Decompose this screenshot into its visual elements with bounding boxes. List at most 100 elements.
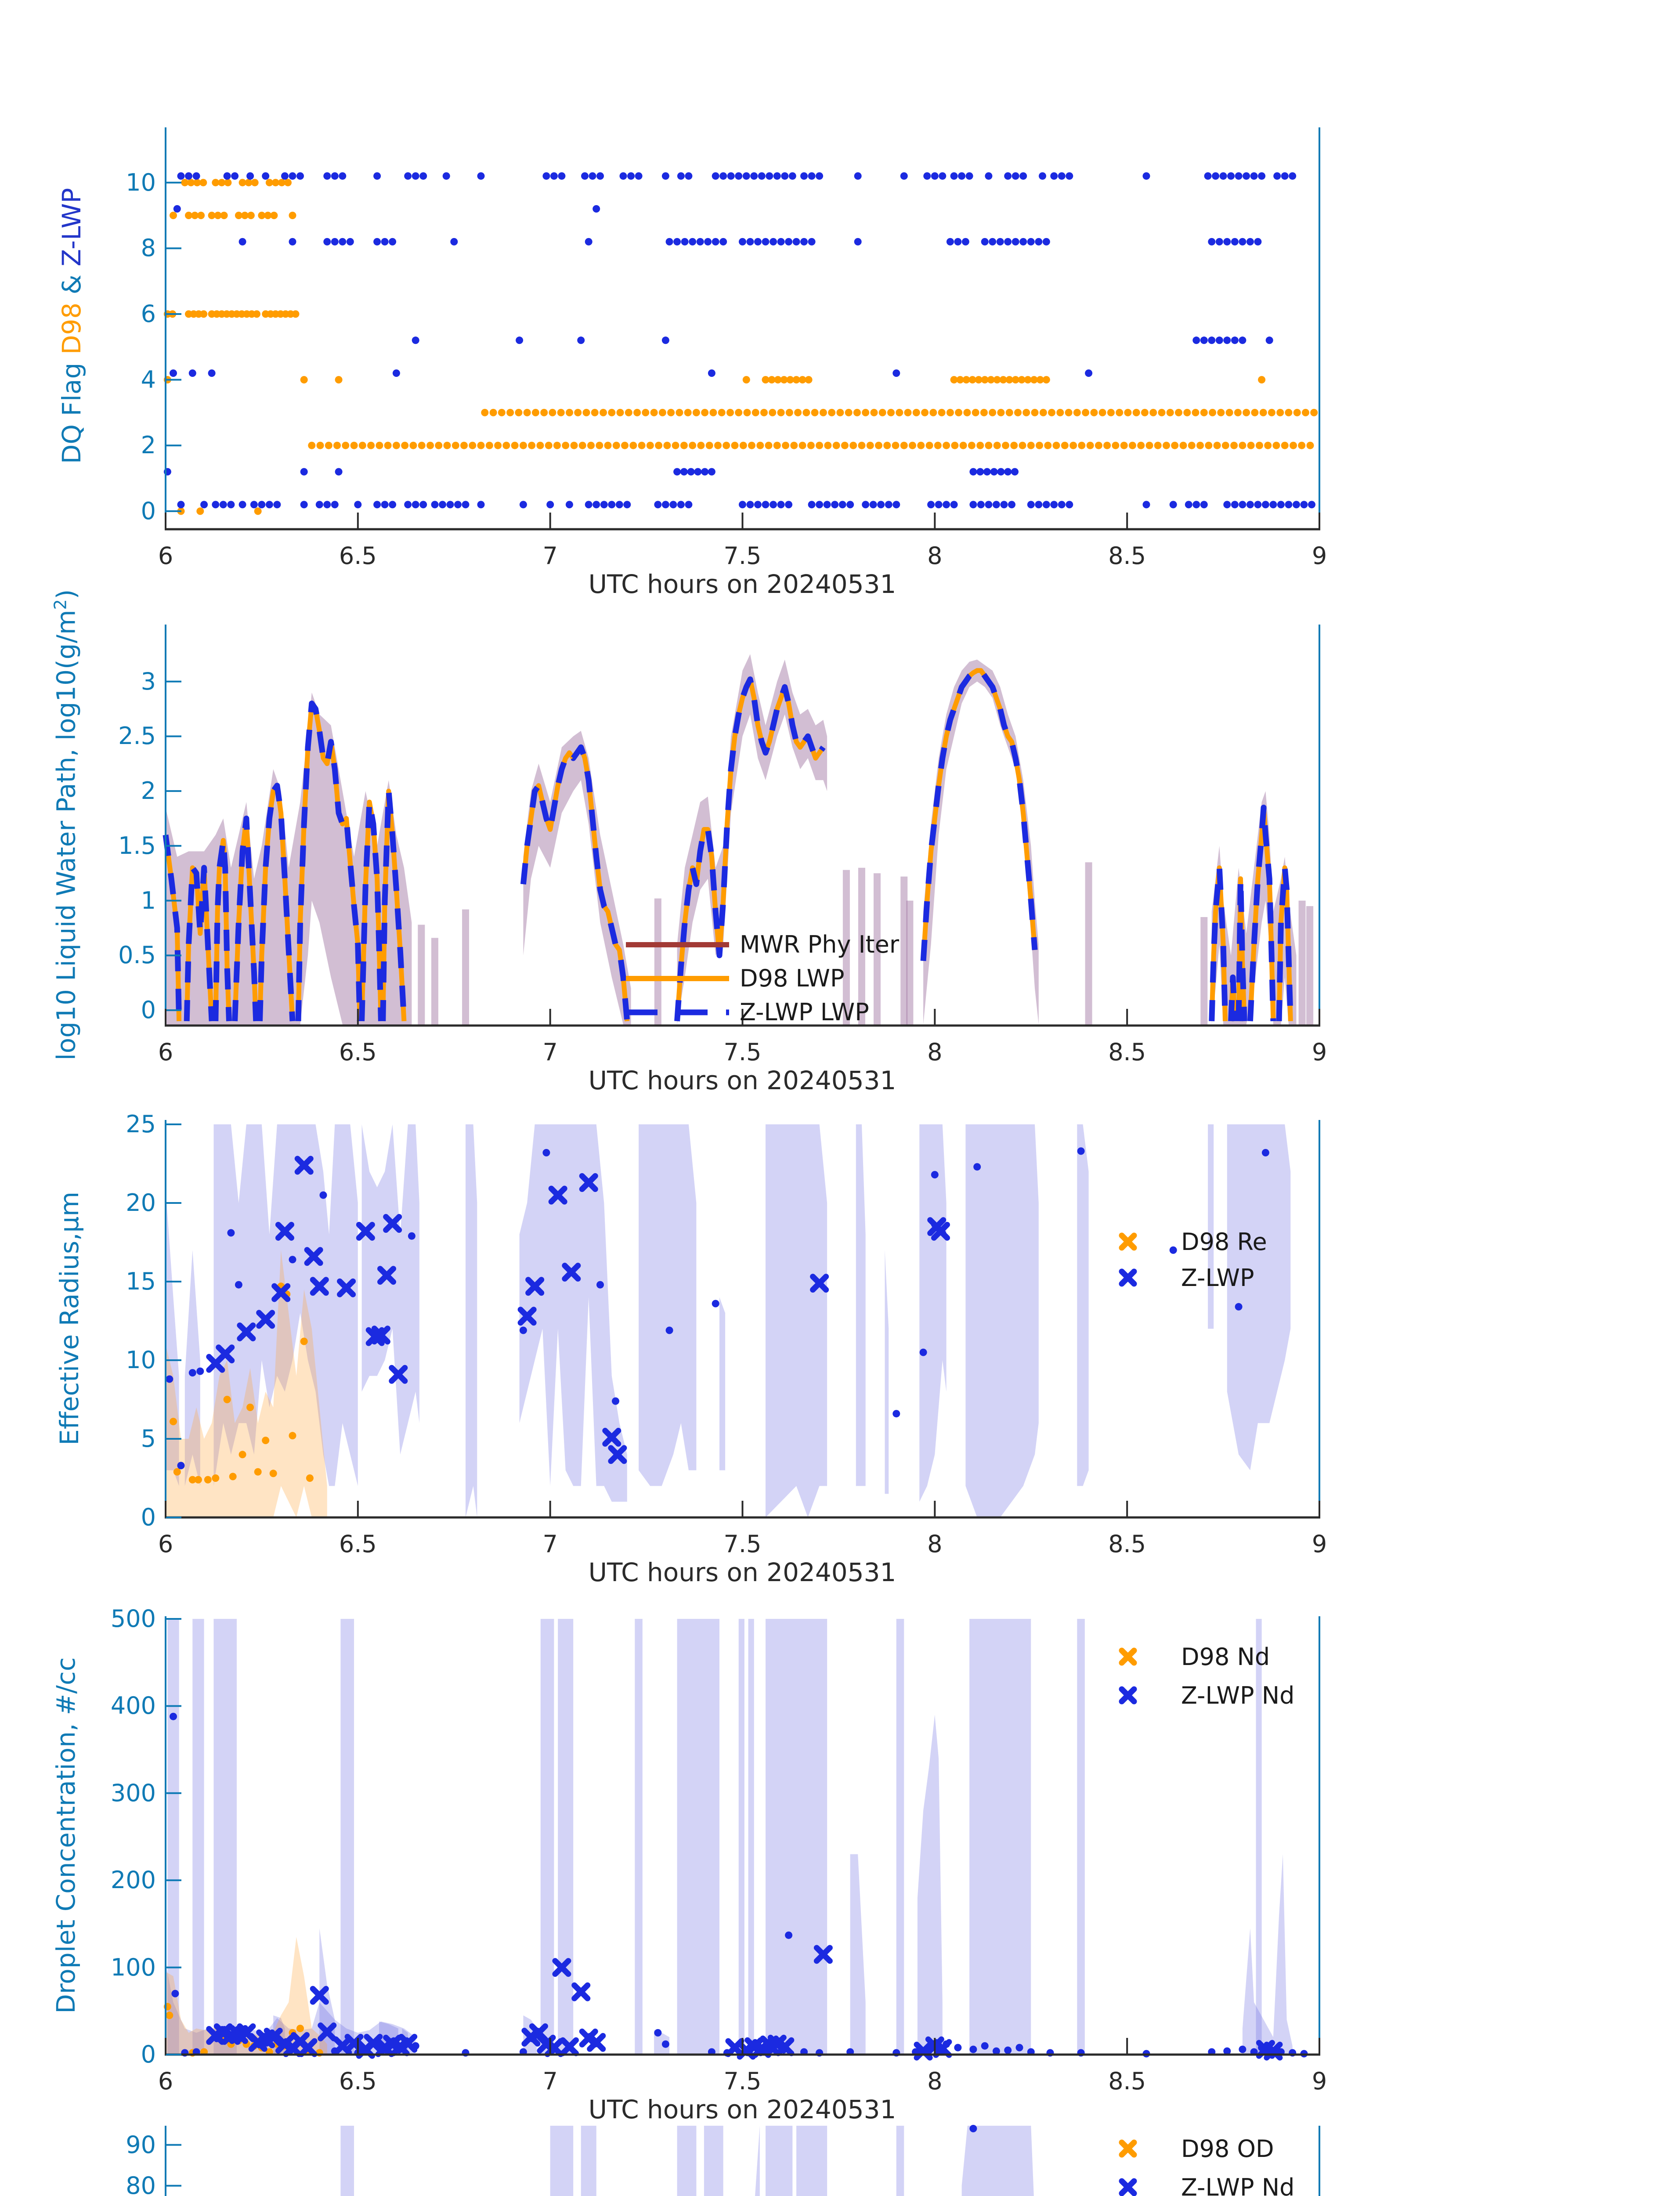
axes [165,2126,1320,2196]
flag-dot [1056,408,1064,416]
flag-dot [956,376,964,384]
flag-dot [762,501,770,509]
flag-dot [1243,172,1250,180]
zlwp-dot [166,1375,173,1383]
flag-dot [769,408,777,416]
band-bar [858,867,865,1026]
flag-dot [519,501,527,509]
flag-dot [616,408,624,416]
band-rect [766,2126,793,2196]
zlwp-x-marker [256,1310,275,1329]
flag-dot [389,501,397,509]
flag-dot [245,179,253,187]
flag-dot [658,408,666,416]
flag-dot [746,501,754,509]
flag-dot [909,441,916,449]
flag-dot [739,441,747,449]
flag-dot [278,179,285,187]
flag-dot [439,501,446,509]
flag-dot [418,441,426,449]
flag-dot [1004,172,1012,180]
flag-dot [316,441,324,449]
flag-dot [661,501,669,509]
flag-dot [404,172,412,180]
flag-dot [685,501,693,509]
flag-dot [832,441,840,449]
flag-dot [238,501,246,509]
zlwp-x-marker [304,1247,323,1266]
flag-dot [1050,172,1058,180]
flag-dot [968,376,976,384]
band-polygon [919,1124,947,1502]
flag-dot [824,441,832,449]
flag-dot [262,172,270,180]
flag-dot [1231,336,1239,344]
band-bar [842,870,850,1026]
flag-dot [477,441,485,449]
flag-dot [258,501,266,509]
zlwp-x-marker [552,1958,571,1977]
flag-dot [1019,441,1026,449]
flag-dot [635,172,643,180]
band-polygon [166,1250,327,1517]
flag-dot [955,408,963,416]
flag-dot [819,408,827,416]
panel-plot-dq-flag [163,127,1320,531]
flag-dot [1215,336,1223,344]
flag-dot [1142,501,1150,509]
zlwp-lwp-dashed-line [257,783,296,1022]
lwp-lines [163,668,1293,1022]
zlwp-x-marker [271,1283,291,1302]
flag-dot [1036,376,1044,384]
flag-dot [511,441,519,449]
zlwp-dot [1239,2045,1246,2053]
flag-dot [577,336,585,344]
zlwp-x-marker [383,1214,402,1233]
zlwp-x-marker [337,1278,356,1297]
zlwp-lwp-dashed-line [295,701,363,1022]
flag-dot [1137,441,1145,449]
zlwp-x-marker [571,1982,591,2001]
flag-dot [950,172,958,180]
flag-dot [1281,172,1289,180]
flag-dot [1246,501,1254,509]
flag-dot [536,441,544,449]
flag-dot [1281,441,1289,449]
flag-dot [1185,501,1192,509]
flag-dot [862,501,870,509]
flag-dot [869,501,877,509]
flag-dot [231,172,239,180]
flag-dot [270,212,278,219]
flag-dot [885,501,892,509]
flag-dot [1258,376,1266,384]
flag-dot [770,238,777,246]
zlwp-dot [542,1149,550,1156]
flag-dot [1192,408,1199,416]
flag-dot [550,172,558,180]
d98-dot [204,1476,212,1484]
flag-dot [358,441,366,449]
flag-dot [938,408,946,416]
flag-dot [193,179,201,187]
zlwp-dot [170,1712,177,1720]
flag-dot [1247,441,1255,449]
flag-dot [545,441,553,449]
flag-dot [1285,408,1293,416]
d98-dot [300,1337,308,1345]
band-polygon [923,659,1039,1025]
zlwp-x-marker [398,2033,418,2053]
flag-dot [735,408,743,416]
zlwp-x-marker [389,1365,408,1384]
flag-dot [654,501,662,509]
flag-dot [1010,441,1018,449]
uncertainty-bands [166,1250,327,1517]
flag-dot [1221,441,1229,449]
flag-dot [574,408,582,416]
zlwp-x-marker [579,1173,598,1192]
flag-dot [1208,336,1216,344]
flag-dot [718,408,726,416]
flag-dot [1204,172,1212,180]
flag-dot [1293,408,1301,416]
flag-dot [265,501,273,509]
flag-dot [754,238,762,246]
